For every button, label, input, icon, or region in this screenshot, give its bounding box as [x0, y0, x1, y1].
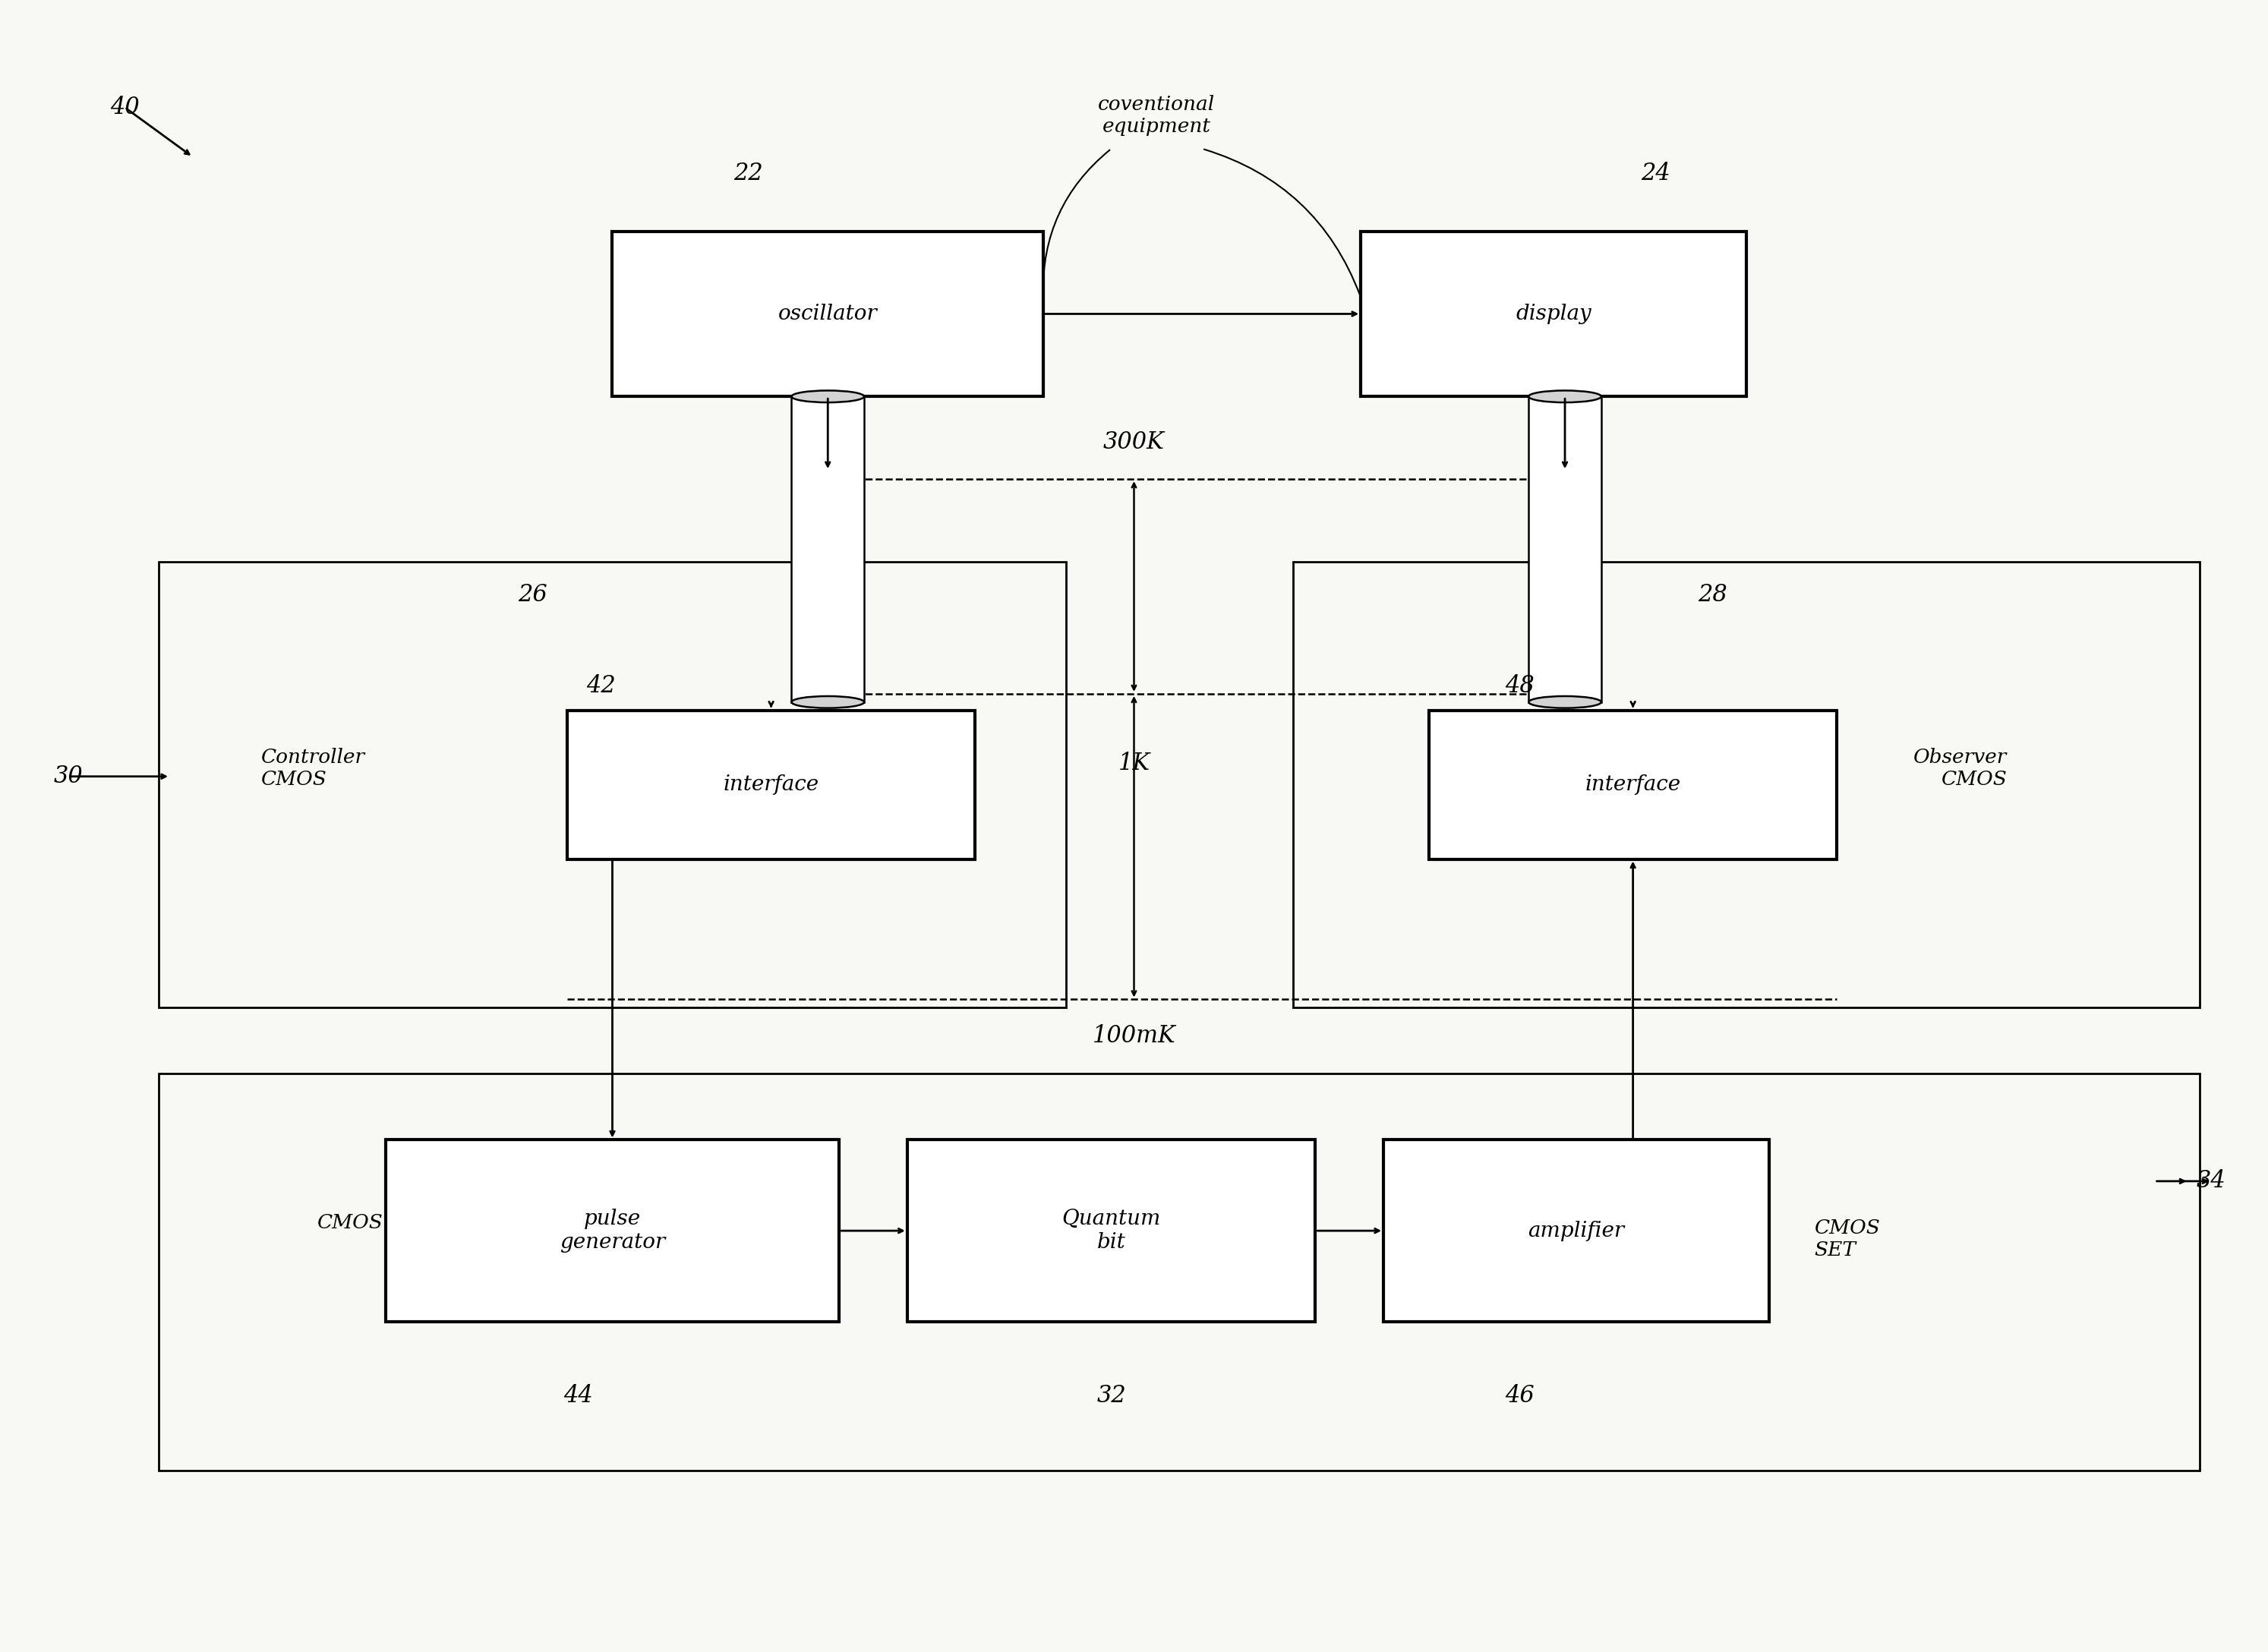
Text: Quantum
bit: Quantum bit: [1061, 1209, 1161, 1252]
Bar: [1429, 710, 1837, 859]
Bar: [612, 231, 1043, 396]
Text: pulse
generator: pulse generator: [560, 1209, 665, 1252]
Text: coventional
equipment: coventional equipment: [1098, 96, 1216, 135]
Bar: [159, 1074, 2200, 1470]
Text: CMOS: CMOS: [318, 1213, 383, 1232]
Bar: [792, 396, 864, 702]
Text: amplifier: amplifier: [1529, 1221, 1624, 1241]
Bar: [1383, 1140, 1769, 1322]
Text: 40: 40: [111, 96, 138, 119]
Text: 100mK: 100mK: [1093, 1024, 1175, 1047]
Text: 24: 24: [1642, 162, 1669, 185]
Text: Controller
CMOS: Controller CMOS: [261, 748, 365, 788]
Text: 30: 30: [54, 765, 82, 788]
Text: 42: 42: [587, 674, 615, 697]
Bar: [1529, 396, 1601, 702]
Text: 300K: 300K: [1102, 431, 1166, 454]
Bar: [567, 710, 975, 859]
Text: 22: 22: [735, 162, 762, 185]
Ellipse shape: [1529, 390, 1601, 403]
Ellipse shape: [792, 390, 864, 403]
Text: 32: 32: [1098, 1384, 1125, 1408]
Bar: [907, 1140, 1315, 1322]
Text: Observer
CMOS: Observer CMOS: [1914, 748, 2007, 788]
Text: CMOS
SET: CMOS SET: [1814, 1219, 1880, 1259]
Text: 1K: 1K: [1118, 752, 1150, 775]
Text: 26: 26: [519, 583, 547, 606]
Text: interface: interface: [723, 775, 819, 795]
Ellipse shape: [792, 695, 864, 709]
Text: 46: 46: [1506, 1384, 1533, 1408]
Bar: [159, 562, 1066, 1008]
Text: 28: 28: [1699, 583, 1726, 606]
Text: 34: 34: [2198, 1170, 2225, 1193]
Ellipse shape: [1529, 695, 1601, 709]
Text: 44: 44: [565, 1384, 592, 1408]
Text: display: display: [1515, 304, 1592, 324]
Bar: [1293, 562, 2200, 1008]
Text: oscillator: oscillator: [778, 304, 878, 324]
Bar: [1361, 231, 1746, 396]
Bar: [386, 1140, 839, 1322]
Text: 48: 48: [1506, 674, 1533, 697]
Text: interface: interface: [1585, 775, 1681, 795]
